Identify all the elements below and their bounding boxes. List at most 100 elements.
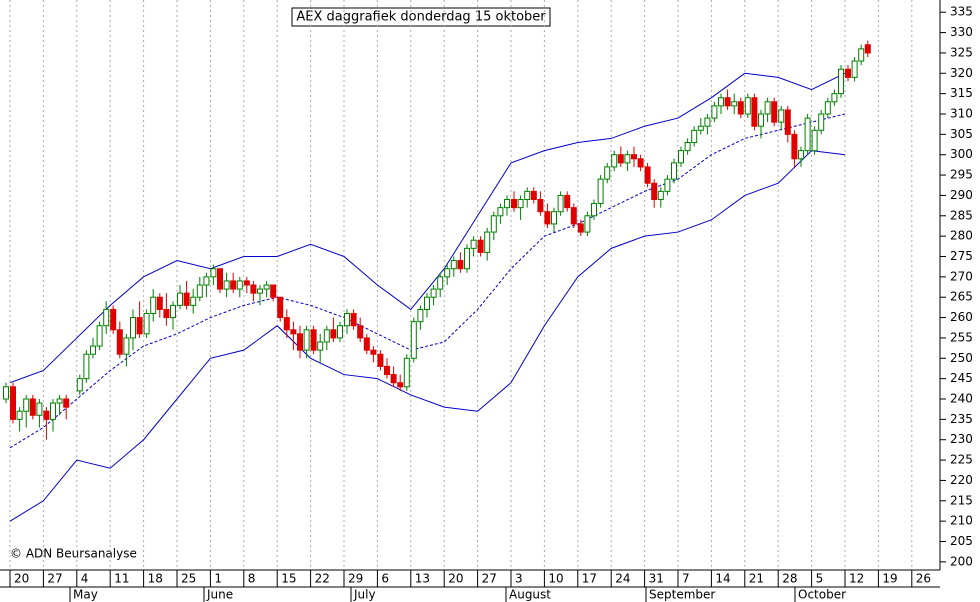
x-tick-label: 19 (882, 572, 897, 586)
candle-body (858, 48, 865, 62)
candle-body (711, 105, 718, 119)
candle-body (377, 353, 384, 367)
candle-body (310, 329, 317, 351)
x-tick-label: 5 (816, 572, 824, 586)
candle-body (824, 101, 831, 115)
month-label: June (206, 588, 233, 602)
candle-body (136, 317, 143, 335)
band-upper (9, 72, 846, 384)
y-tick-label: 200 (950, 554, 973, 568)
candle-body (617, 154, 624, 164)
candle-body (23, 398, 30, 412)
candle-body (430, 288, 437, 298)
candle-body (784, 109, 791, 135)
candle-body (290, 329, 297, 335)
y-tick-label: 320 (950, 66, 973, 80)
candle-body (751, 97, 758, 127)
candle-body (737, 101, 744, 115)
candle-body (403, 357, 410, 388)
x-tick-label: 27 (482, 572, 497, 586)
candle-body (517, 199, 524, 209)
y-tick-label: 255 (950, 330, 973, 344)
x-tick-label: 25 (181, 572, 196, 586)
candle-body (390, 374, 397, 384)
y-tick-label: 310 (950, 107, 973, 121)
candle-body (524, 190, 531, 201)
candle-body (791, 133, 798, 160)
candle-body (591, 203, 597, 217)
y-tick-label: 270 (950, 269, 973, 283)
candle-body (297, 333, 303, 351)
candle-body (537, 199, 544, 213)
candle-body (470, 239, 477, 249)
candle-body (584, 215, 591, 233)
candle-body (183, 292, 190, 306)
candle-body (744, 97, 751, 115)
candle-body (130, 317, 136, 339)
candle-body (704, 117, 711, 127)
candle-body (236, 280, 243, 290)
x-tick-label: 7 (682, 572, 690, 586)
candle-body (804, 117, 811, 152)
y-tick-label: 210 (950, 514, 973, 528)
y-tick-label: 220 (950, 473, 973, 487)
candle-body (230, 280, 237, 290)
candle-body (477, 239, 484, 253)
candle-body (511, 199, 517, 209)
candle-body (170, 304, 176, 319)
candle-body (344, 313, 350, 327)
x-tick-label: 11 (114, 572, 129, 586)
candle-body (544, 211, 551, 225)
candle-body (504, 199, 510, 209)
candle-body (330, 329, 337, 339)
candle-body (63, 398, 70, 408)
candle-body (203, 276, 210, 286)
candle-body (604, 166, 611, 180)
x-tick-label: 20 (448, 572, 463, 586)
candle-body (196, 284, 203, 298)
y-tick-label: 275 (950, 249, 973, 263)
y-tick-label: 250 (950, 351, 973, 365)
candle-body (490, 215, 497, 233)
x-tick-label: 12 (849, 572, 864, 586)
candle-body (270, 284, 277, 298)
candle-body (530, 190, 537, 201)
candle-body (190, 296, 197, 306)
y-tick-label: 265 (950, 290, 973, 304)
candle-body (678, 150, 684, 164)
candle-body (724, 97, 731, 107)
candle-body (691, 129, 698, 144)
candle-body (577, 223, 584, 233)
candle-body (444, 268, 451, 278)
candle-body (116, 329, 123, 355)
annotation: © ADN Beursanalyse (10, 547, 137, 561)
y-tick-label: 300 (950, 147, 973, 161)
x-tick-label: 21 (749, 572, 764, 586)
candle-body (223, 280, 230, 290)
y-tick-label: 325 (950, 45, 973, 59)
candle-body (758, 113, 764, 127)
candle-body (397, 382, 404, 388)
candle-body (410, 321, 417, 359)
y-tick-label: 245 (950, 371, 973, 385)
candle-body (43, 410, 50, 420)
candle-body (210, 268, 217, 278)
candle-body (103, 308, 110, 327)
candle-body (484, 231, 491, 253)
month-label: July (353, 588, 376, 602)
candle-body (143, 313, 150, 335)
band-lower (9, 150, 846, 522)
candle-body (277, 296, 284, 319)
x-tick-label: 4 (81, 572, 89, 586)
y-tick-label: 305 (950, 127, 973, 141)
candle-body (644, 166, 651, 184)
candle-body (671, 162, 677, 180)
candle-body (323, 329, 330, 343)
candle-body (424, 296, 430, 310)
candle-body (350, 313, 357, 327)
candle-body (3, 386, 9, 400)
candle-body (811, 129, 818, 152)
candle-body (363, 337, 370, 351)
